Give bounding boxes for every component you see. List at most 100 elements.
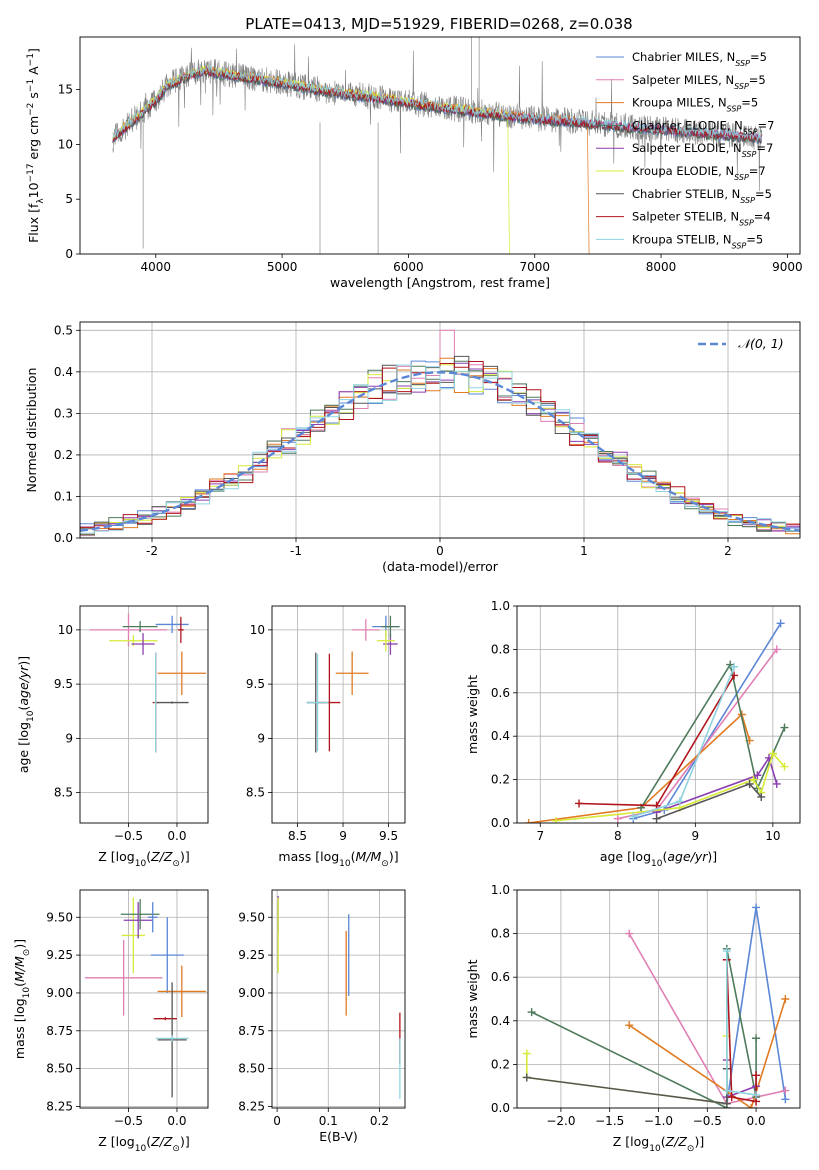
y-tick-label: 0.1 bbox=[54, 489, 73, 503]
x-axis-label-part: ⊙ bbox=[381, 859, 389, 869]
x-tick-label: -1 bbox=[290, 544, 302, 558]
normal-curve bbox=[80, 371, 800, 532]
y-tick-label: 0.3 bbox=[54, 406, 73, 420]
figure-title: PLATE=0413, MJD=51929, FIBERID=0268, z=0… bbox=[245, 15, 632, 33]
y-tick-label: 9.5 bbox=[54, 677, 73, 691]
y-axis-label-part: −1 bbox=[26, 79, 36, 92]
x-tick-label: −0.5 bbox=[114, 1114, 143, 1128]
weight-marker bbox=[524, 819, 533, 823]
legend-entry-sub: SSP bbox=[739, 218, 754, 227]
weight-line bbox=[528, 713, 751, 823]
weight-marker bbox=[675, 797, 684, 806]
x-axis-label-part: Z/Z bbox=[150, 849, 173, 864]
x-axis-label: mass [log10(M/M⊙)] bbox=[278, 849, 398, 869]
y-axis-label-part: Flux [f bbox=[26, 203, 41, 243]
weight-marker bbox=[522, 1073, 531, 1082]
legend-entry-name: Salpeter ELODIE, N bbox=[632, 141, 742, 155]
y-tick-label: 0.5 bbox=[54, 323, 73, 337]
y-axis-label-part: 10 bbox=[22, 987, 32, 999]
legend-entry-nssp: =7 bbox=[756, 141, 773, 155]
x-tick-label: 5000 bbox=[267, 260, 298, 274]
y-axis-label-part: A bbox=[26, 66, 41, 79]
y-axis-label-part: erg cm bbox=[26, 116, 41, 164]
x-tick-label: -2 bbox=[146, 544, 158, 558]
y-axis-label-part: −17 bbox=[26, 163, 36, 182]
y-tick-label: 9.00 bbox=[46, 986, 73, 1000]
y-tick-label: 0.4 bbox=[491, 1014, 510, 1028]
y-tick-label: 0.2 bbox=[54, 448, 73, 462]
weight-marker bbox=[753, 771, 762, 780]
legend-entry-name: Salpeter MILES, N bbox=[632, 73, 734, 87]
x-tick-label: −2.0 bbox=[546, 1114, 575, 1128]
weight-marker bbox=[780, 723, 789, 732]
weight-marker bbox=[772, 779, 781, 788]
x-axis-label-part: ( bbox=[146, 1134, 151, 1149]
legend-entry: Kroupa MILES, NSSP=5 bbox=[632, 96, 758, 114]
legend-entry: Salpeter ELODIE, NSSP=7 bbox=[632, 141, 773, 159]
weight-marker bbox=[752, 903, 761, 912]
x-axis-label: E(B-V) bbox=[319, 1129, 358, 1144]
x-tick-label: −1.5 bbox=[595, 1114, 624, 1128]
y-tick-label: 8.25 bbox=[46, 1099, 73, 1113]
x-tick-label: 0.0 bbox=[747, 1114, 766, 1128]
weight-line bbox=[555, 752, 786, 822]
weight-marker bbox=[625, 1021, 634, 1030]
error-bar-point bbox=[153, 1017, 177, 1021]
y-tick-label: 0.4 bbox=[491, 729, 510, 743]
error-bar-point bbox=[155, 1035, 189, 1042]
legend-entry: Kroupa ELODIE, NSSP=7 bbox=[632, 164, 766, 182]
legend-entry-sub: SSP bbox=[734, 81, 749, 90]
weight-marker bbox=[768, 749, 777, 758]
axes-mass-vs-ebv: 0 0.1 0.2 8.25 8.50 8.75 9.00 9.25 9.50 E(B-V) bbox=[238, 889, 406, 1144]
weight-marker bbox=[629, 812, 638, 821]
legend-entry-name: Chabrier ELODIE, N bbox=[632, 118, 743, 132]
x-tick-label: 0.0 bbox=[167, 829, 186, 843]
y-axis-label: Flux [fλ10−17 erg cm−2 s−1 A−1] bbox=[26, 48, 46, 243]
x-axis-label-part: 10 bbox=[651, 859, 663, 869]
legend-entry-name: Chabrier STELIB, N bbox=[632, 187, 740, 201]
x-axis-label-part: )] bbox=[389, 849, 399, 864]
y-tick-label: 9.5 bbox=[246, 677, 265, 691]
y-axis-label-part: ( bbox=[12, 982, 27, 987]
error-bar-point bbox=[155, 615, 189, 634]
weight-line bbox=[526, 1068, 728, 1105]
weight-marker bbox=[575, 799, 584, 808]
weight-marker bbox=[757, 792, 766, 801]
weight-marker bbox=[781, 1095, 790, 1104]
legend-entry-name: Kroupa STELIB, N bbox=[632, 232, 732, 246]
y-tick-label: 8.75 bbox=[238, 1024, 265, 1038]
y-tick-label: 5 bbox=[65, 192, 73, 206]
y-tick-label: 0.8 bbox=[491, 642, 510, 656]
error-bar-point bbox=[123, 902, 153, 939]
y-axis-label-part: s bbox=[26, 92, 41, 103]
x-axis-label-part: age/yr bbox=[667, 849, 708, 864]
x-tick-label: 9.5 bbox=[379, 829, 398, 843]
axes-weight-vs-age: 7 8 9 10 0.0 0.2 0.4 0.6 0.8 1.0 mass weight age [l… bbox=[465, 599, 801, 869]
error-bar-point bbox=[150, 917, 184, 993]
axes-frame bbox=[79, 605, 209, 824]
weight-line bbox=[617, 648, 778, 820]
x-axis-label-part: M/M bbox=[356, 849, 382, 864]
error-bar-point bbox=[122, 621, 158, 633]
legend-entry: Salpeter MILES, NSSP=5 bbox=[632, 73, 766, 91]
y-tick-label: 0.0 bbox=[491, 1101, 510, 1115]
x-axis-label-part: ( bbox=[661, 1134, 666, 1149]
error-bar-point bbox=[157, 965, 207, 1018]
x-tick-label: 8.5 bbox=[288, 829, 307, 843]
x-tick-label: 2 bbox=[724, 544, 732, 558]
axes-frame bbox=[271, 889, 406, 1109]
y-tick-label: 9.25 bbox=[238, 948, 265, 962]
x-axis-label: Z [log10(Z/Z⊙)] bbox=[613, 1134, 704, 1154]
axes-frame bbox=[79, 36, 801, 255]
axes-frame bbox=[516, 605, 801, 824]
axes-frame bbox=[516, 889, 801, 1109]
x-axis-label: wavelength [Angstrom, rest frame] bbox=[330, 275, 550, 290]
legend-entry-name: Salpeter STELIB, N bbox=[632, 210, 739, 224]
error-bar-point bbox=[121, 897, 145, 974]
x-axis-label: (data-model)/error bbox=[382, 559, 499, 574]
y-tick-label: 0.4 bbox=[54, 365, 73, 379]
y-tick-label: 8.25 bbox=[238, 1099, 265, 1113]
plot-area-spectrum bbox=[112, 37, 763, 254]
